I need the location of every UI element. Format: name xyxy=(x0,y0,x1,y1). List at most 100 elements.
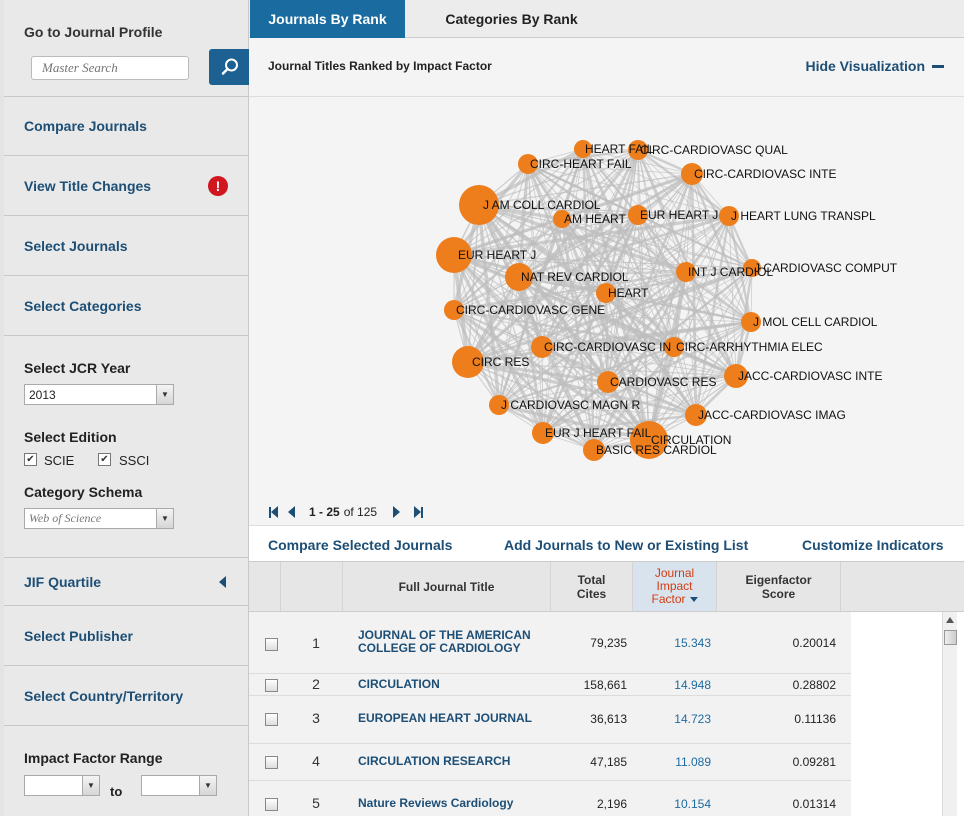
network-node[interactable] xyxy=(459,185,499,225)
network-edge xyxy=(453,309,609,383)
row-eigenfactor: 0.01314 xyxy=(792,797,836,811)
network-edge xyxy=(527,163,675,348)
table-row: 2 CIRCULATION 158,661 14.948 0.28802 xyxy=(249,674,851,696)
network-node[interactable] xyxy=(452,346,484,378)
network-node-label: CARDIOVASC RES xyxy=(610,375,716,389)
network-node[interactable] xyxy=(489,395,509,415)
ssci-checkbox[interactable]: ✔ xyxy=(98,453,111,466)
network-node[interactable] xyxy=(681,163,703,185)
last-page-button[interactable] xyxy=(414,506,424,518)
network-node[interactable] xyxy=(596,283,616,303)
network-edge xyxy=(673,267,753,348)
network-edge xyxy=(453,309,737,377)
row-checkbox[interactable] xyxy=(265,679,278,692)
network-node[interactable] xyxy=(676,262,696,282)
network-node[interactable] xyxy=(531,336,553,358)
network-node[interactable] xyxy=(532,422,554,444)
row-checkbox[interactable] xyxy=(265,638,278,651)
network-node-label: J MOL CELL CARDIOL xyxy=(753,315,878,329)
row-checkbox[interactable] xyxy=(265,756,278,769)
network-node[interactable] xyxy=(664,337,684,357)
scie-checkbox[interactable]: ✔ xyxy=(24,453,37,466)
row-impact-factor: 14.723 xyxy=(674,712,711,726)
network-edge xyxy=(453,214,639,311)
network-node[interactable] xyxy=(685,404,707,426)
select-country-link[interactable]: Select Country/Territory xyxy=(4,666,248,726)
network-node[interactable] xyxy=(743,259,761,277)
chevron-down-icon: ▼ xyxy=(156,385,173,404)
hide-visualization-button[interactable]: Hide Visualization xyxy=(805,58,944,74)
row-journal-title-link[interactable]: JOURNAL OF THE AMERICAN COLLEGE OF CARDI… xyxy=(358,628,531,655)
master-search-input[interactable] xyxy=(31,56,189,80)
impact-max-select[interactable]: ▼ xyxy=(141,775,217,796)
select-categories-link[interactable]: Select Categories xyxy=(4,276,248,336)
network-node[interactable] xyxy=(628,205,648,225)
network-edge xyxy=(582,148,697,416)
select-journals-link[interactable]: Select Journals xyxy=(4,216,248,276)
add-journals-to-list-link[interactable]: Add Journals to New or Existing List xyxy=(504,537,749,553)
tab-journals-by-rank[interactable]: Journals By Rank xyxy=(250,0,405,38)
category-schema-value: Web of Science xyxy=(29,511,102,525)
search-button[interactable] xyxy=(209,49,251,85)
compare-selected-journals-link[interactable]: Compare Selected Journals xyxy=(268,537,453,553)
row-eigenfactor: 0.11136 xyxy=(794,712,836,726)
tab-categories-by-rank[interactable]: Categories By Rank xyxy=(445,11,578,27)
network-edge xyxy=(542,413,697,435)
header-journal-impact-factor[interactable]: Journal Impact Factor xyxy=(633,562,717,611)
minus-icon xyxy=(932,64,944,68)
network-node-label: CIRC-CARDIOVASC IN xyxy=(544,340,671,354)
row-checkbox[interactable] xyxy=(265,713,278,726)
network-edge xyxy=(582,148,609,383)
journal-network-graph[interactable]: J AM COLL CARDIOL EUR HEART J CIRC RES CIRC… xyxy=(249,97,964,497)
next-page-button[interactable] xyxy=(393,506,401,518)
header-eigenfactor-score[interactable]: Eigenfactor Score xyxy=(717,562,841,611)
network-node[interactable] xyxy=(444,300,464,320)
network-node[interactable] xyxy=(574,140,592,158)
row-checkbox[interactable] xyxy=(265,798,278,811)
network-node[interactable] xyxy=(630,421,668,459)
first-page-button[interactable] xyxy=(269,506,278,518)
table-scrollbar[interactable] xyxy=(942,612,957,816)
network-node[interactable] xyxy=(505,263,533,291)
row-journal-title-link[interactable]: EUROPEAN HEART JOURNAL xyxy=(358,711,533,725)
header-full-journal-title[interactable]: Full Journal Title xyxy=(343,562,551,611)
header-eigen-line1: Eigenfactor xyxy=(745,572,812,587)
network-node[interactable] xyxy=(553,210,571,228)
page-total: of 125 xyxy=(343,505,378,519)
jif-quartile-toggle[interactable]: JIF Quartile xyxy=(4,558,248,606)
network-edge xyxy=(527,163,737,377)
impact-min-select[interactable]: ▼ xyxy=(24,775,100,796)
jcr-year-select[interactable]: 2013 ▼ xyxy=(24,384,174,405)
header-total-cites[interactable]: Total Cites xyxy=(551,562,633,611)
view-title-changes-link[interactable]: View Title Changes ! xyxy=(4,156,248,216)
scroll-thumb[interactable] xyxy=(944,630,957,645)
prev-page-button[interactable] xyxy=(288,506,295,518)
network-edge xyxy=(452,254,545,434)
network-edge xyxy=(561,173,693,220)
select-publisher-link[interactable]: Select Publisher xyxy=(4,606,248,666)
network-node[interactable] xyxy=(741,312,761,332)
network-edge xyxy=(605,266,753,295)
network-node-label: J HEART LUNG TRANSPL xyxy=(731,209,876,223)
customize-indicators-link[interactable]: Customize Indicators xyxy=(802,537,944,553)
category-schema-select[interactable]: Web of Science ▼ xyxy=(24,508,174,529)
network-node[interactable] xyxy=(583,439,605,461)
network-edge xyxy=(453,309,544,434)
network-node[interactable] xyxy=(518,154,538,174)
network-edge xyxy=(542,320,752,435)
network-node[interactable] xyxy=(724,364,748,388)
compare-journals-link[interactable]: Compare Journals xyxy=(4,97,248,156)
row-rank: 1 xyxy=(312,635,320,651)
network-node[interactable] xyxy=(719,206,739,226)
network-edge xyxy=(685,271,752,323)
scroll-up-icon[interactable] xyxy=(944,615,956,625)
row-journal-title-link[interactable]: CIRCULATION xyxy=(358,677,440,691)
network-node[interactable] xyxy=(597,371,619,393)
network-node[interactable] xyxy=(436,237,472,273)
row-journal-title-link[interactable]: CIRCULATION RESEARCH xyxy=(358,754,511,768)
network-edge xyxy=(561,214,639,220)
divider xyxy=(249,96,964,97)
row-journal-title-link[interactable]: Nature Reviews Cardiology xyxy=(358,796,514,810)
network-node[interactable] xyxy=(628,140,648,160)
network-edge xyxy=(604,149,640,294)
